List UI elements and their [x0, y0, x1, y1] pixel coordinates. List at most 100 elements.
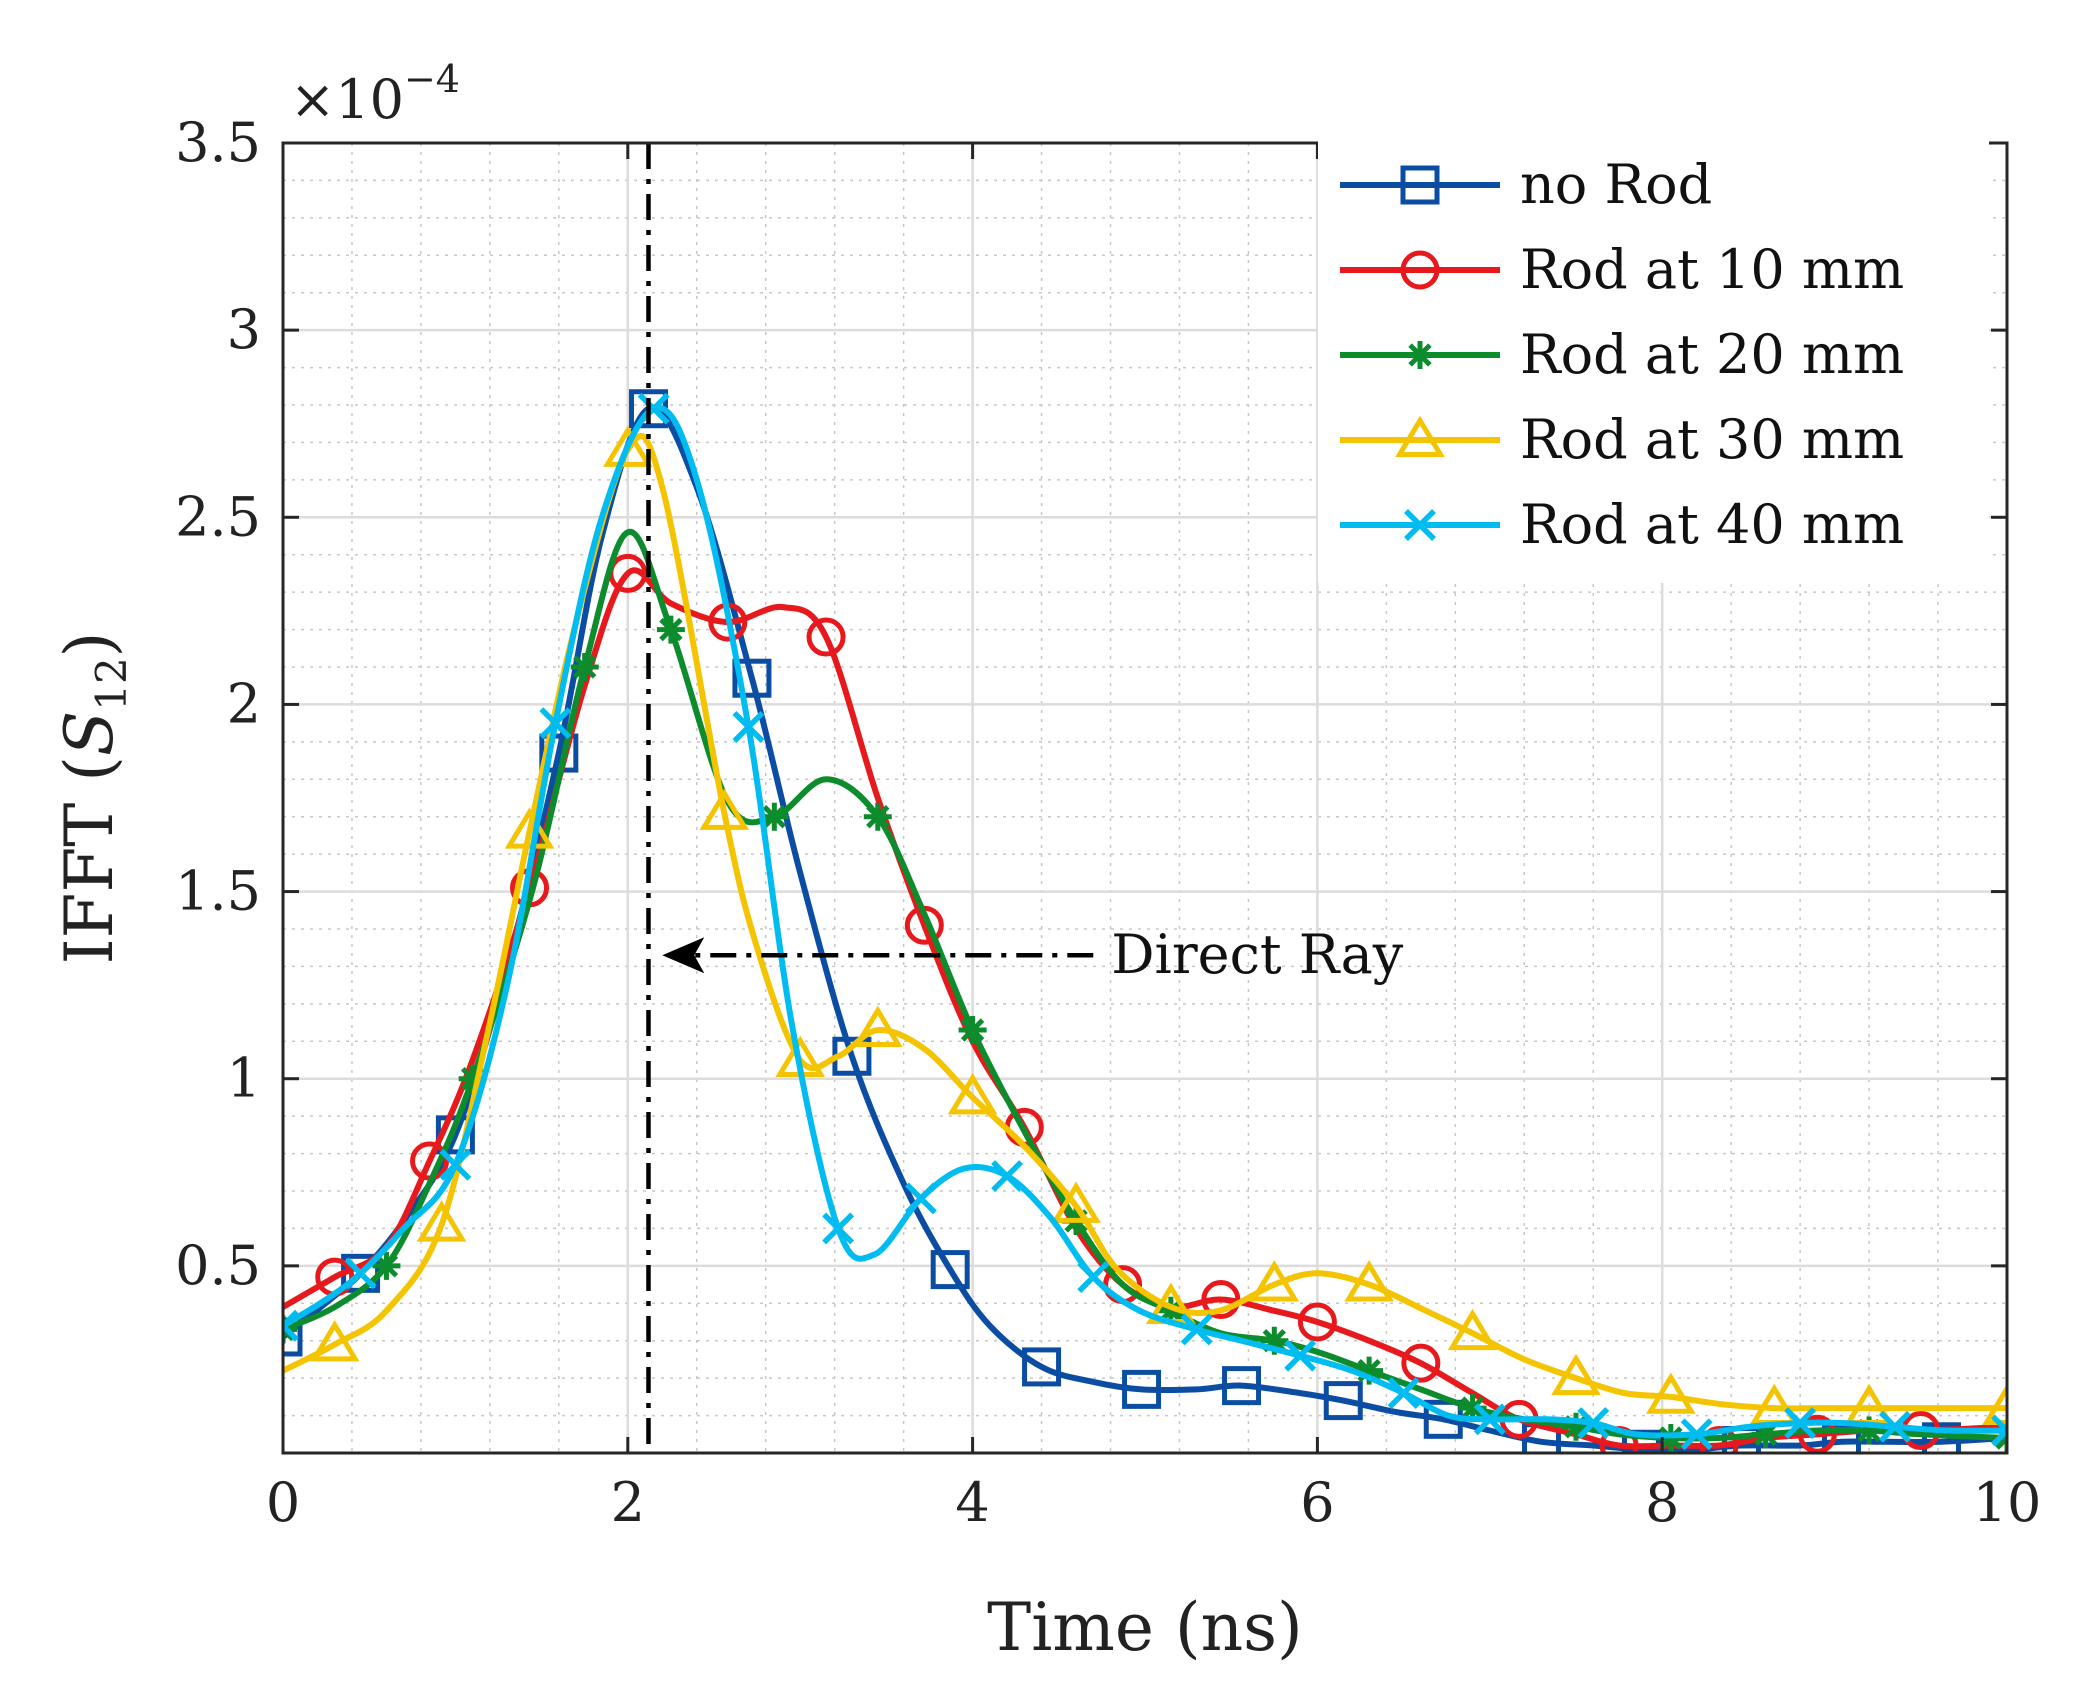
series-rod-at-30-mm-marker-triangle — [947, 1073, 998, 1115]
y-tick-label: 3 — [227, 298, 261, 361]
series-rod-at-30-mm-marker-triangle — [416, 1200, 467, 1242]
series-rod-at-40-mm-marker-x — [1878, 1410, 1911, 1443]
y-exponent-base: ×10 — [290, 68, 404, 131]
series-rod-at-20-mm-marker-asterisk — [1562, 1412, 1590, 1441]
series-rod-at-20-mm-marker-asterisk — [1156, 1296, 1185, 1325]
series-rod-at-30-mm-marker-triangle — [309, 1320, 360, 1362]
series-rod-at-30-mm-marker-triangle — [1982, 1383, 2007, 1426]
annotation-layer: Direct Ray — [662, 923, 1404, 986]
legend-rod-at-20-mm-marker-asterisk — [1406, 341, 1434, 369]
series-rod-at-20-mm-marker-asterisk — [656, 615, 685, 644]
series-rod-at-40-mm-marker-x — [1473, 1403, 1506, 1436]
series-rod-at-20-mm-marker-asterisk — [1260, 1326, 1289, 1355]
y-axis-title-suffix: ) — [51, 632, 128, 658]
series-rod-at-20-mm-marker-asterisk — [570, 653, 599, 681]
series-rod-at-40-mm-marker-x — [539, 707, 572, 740]
series-rod-at-20-mm-marker-asterisk — [458, 1064, 487, 1093]
series-rod-at-40-mm-marker-x — [822, 1212, 855, 1245]
annotation-direct-ray: Direct Ray — [1111, 923, 1404, 986]
series-rod-at-30-mm-marker-triangle — [602, 425, 653, 467]
y-tick-label: 1 — [227, 1047, 261, 1110]
series-rod-at-20-mm-marker-asterisk — [1855, 1416, 1884, 1445]
x-tick-label: 0 — [266, 1471, 300, 1534]
series-rod-at-20-mm-marker-asterisk — [760, 802, 789, 831]
y-tick-label: 2.5 — [175, 485, 261, 548]
series-rod-at-40-mm-marker-x — [439, 1148, 472, 1181]
series-rod-at-10-mm-marker-circle — [1201, 1280, 1241, 1320]
series-rod-at-40-mm-marker-x — [1387, 1377, 1420, 1410]
x-tick-label: 8 — [1645, 1471, 1679, 1534]
x-tick-label: 10 — [1973, 1471, 2042, 1534]
series-rod-at-20-mm-marker-asterisk — [1458, 1394, 1487, 1423]
y-tick-label: 3.5 — [175, 111, 261, 174]
y-axis-title: IFFT (S12) — [51, 632, 136, 965]
x-axis-title: Time (ns) — [987, 1589, 1303, 1666]
x-tick-label: 6 — [1300, 1471, 1334, 1534]
x-tick-label: 2 — [611, 1471, 645, 1534]
x-axis-ticks: 0 2 4 6 8 10 — [266, 143, 2042, 1534]
series-rod-at-30-mm-marker-triangle — [1249, 1260, 1300, 1302]
series-rod-at-10-mm-marker-circle — [1297, 1302, 1337, 1342]
legend-label: Rod at 20 mm — [1520, 323, 1904, 386]
series-rod-at-40-mm-marker-x — [991, 1160, 1024, 1192]
series-rod-at-30-mm-marker-triangle — [699, 788, 750, 830]
series-rod-at-40-mm-marker-x — [1577, 1407, 1610, 1440]
series-layer — [283, 389, 2007, 1453]
series-rod-at-40-mm-marker-x — [1180, 1313, 1213, 1346]
series-rod-at-40-mm-marker-x — [732, 710, 765, 743]
series-no-rod-marker-square — [1921, 1422, 1961, 1453]
y-axis-exponent: ×10−4 — [290, 57, 460, 131]
legend-item-no-rod: no Rod — [1340, 153, 1712, 216]
y-tick-label: 0.5 — [175, 1234, 261, 1297]
series-rod-at-30-mm-marker-triangle — [1344, 1260, 1394, 1302]
y-tick-label: 2 — [227, 672, 261, 735]
series-rod-at-40-mm-marker-x — [1680, 1418, 1713, 1451]
series-rod-at-20-mm-marker-asterisk — [372, 1251, 401, 1280]
legend-rod-at-10-mm-marker-circle — [1400, 250, 1440, 290]
series-rod-at-40-mm-marker-x — [1991, 1414, 2007, 1447]
legend-label: no Rod — [1520, 153, 1712, 216]
series-no-rod-marker-square — [732, 658, 772, 698]
y-axis-title-prefix: IFFT ( — [51, 756, 128, 964]
series-rod-at-30-mm-marker-triangle — [1646, 1372, 1696, 1414]
legend-item-rod-at-40-mm: Rod at 40 mm — [1340, 493, 1904, 556]
series-rod-at-20-mm-marker-asterisk — [1355, 1356, 1384, 1385]
series-no-rod-marker-square — [930, 1250, 970, 1290]
series-rod-at-10-mm-marker-circle — [1401, 1343, 1441, 1383]
series-no-rod-marker-square — [1323, 1381, 1363, 1421]
annotation-arrow-head — [662, 937, 705, 974]
legend-label: Rod at 10 mm — [1520, 238, 1904, 301]
series-rod-at-20-mm-marker-asterisk — [958, 1016, 987, 1045]
series-rod-at-30-mm-marker-triangle — [504, 807, 555, 849]
series-rod-at-30-mm-marker-triangle — [1051, 1181, 1101, 1223]
series-rod-at-40-mm-marker-x — [637, 392, 670, 425]
legend-item-rod-at-20-mm: Rod at 20 mm — [1340, 323, 1904, 386]
y-axis-title-subscript: 12 — [87, 657, 136, 710]
series-rod-at-40-mm-marker-x — [344, 1257, 377, 1290]
x-tick-label: 4 — [955, 1471, 989, 1534]
legend: no Rod Rod at 10 mm Rod at 20 mm Rod at 30 … — [1318, 140, 1989, 583]
series-rod-at-30-mm-marker-triangle — [1551, 1353, 1601, 1396]
series-rod-at-40-mm-marker-x — [1284, 1339, 1317, 1372]
series-rod-at-20-mm-marker-asterisk — [863, 802, 892, 831]
series-rod-at-40-mm-marker-x — [283, 1309, 299, 1342]
axes-frame — [281, 141, 2009, 1455]
y-tick-label: 1.5 — [175, 860, 261, 923]
series-rod-at-30-mm — [283, 425, 2007, 1426]
series-rod-at-40-mm — [283, 392, 2007, 1451]
series-no-rod-marker-square — [1022, 1347, 1062, 1387]
series-rod-at-10-mm-marker-circle — [806, 617, 846, 657]
series-rod-at-30-mm-marker-triangle — [1447, 1308, 1498, 1351]
series-no-rod-marker-square — [1122, 1369, 1162, 1409]
legend-item-rod-at-30-mm: Rod at 30 mm — [1340, 408, 1904, 471]
series-no-rod-marker-square — [1222, 1366, 1262, 1406]
series-line-rod-at-40-mm — [283, 404, 2007, 1439]
series-rod-at-40-mm-marker-x — [1784, 1407, 1817, 1440]
legend-label: Rod at 30 mm — [1520, 408, 1904, 471]
y-axis-title-symbol: S — [51, 711, 128, 756]
y-exponent-power: −4 — [404, 57, 460, 101]
series-no-rod-marker-square — [283, 1317, 303, 1357]
legend-item-rod-at-10-mm: Rod at 10 mm — [1340, 238, 1904, 301]
y-axis-ticks: 0.5 1 1.5 2 2.5 3 3.5 — [175, 111, 2007, 1297]
